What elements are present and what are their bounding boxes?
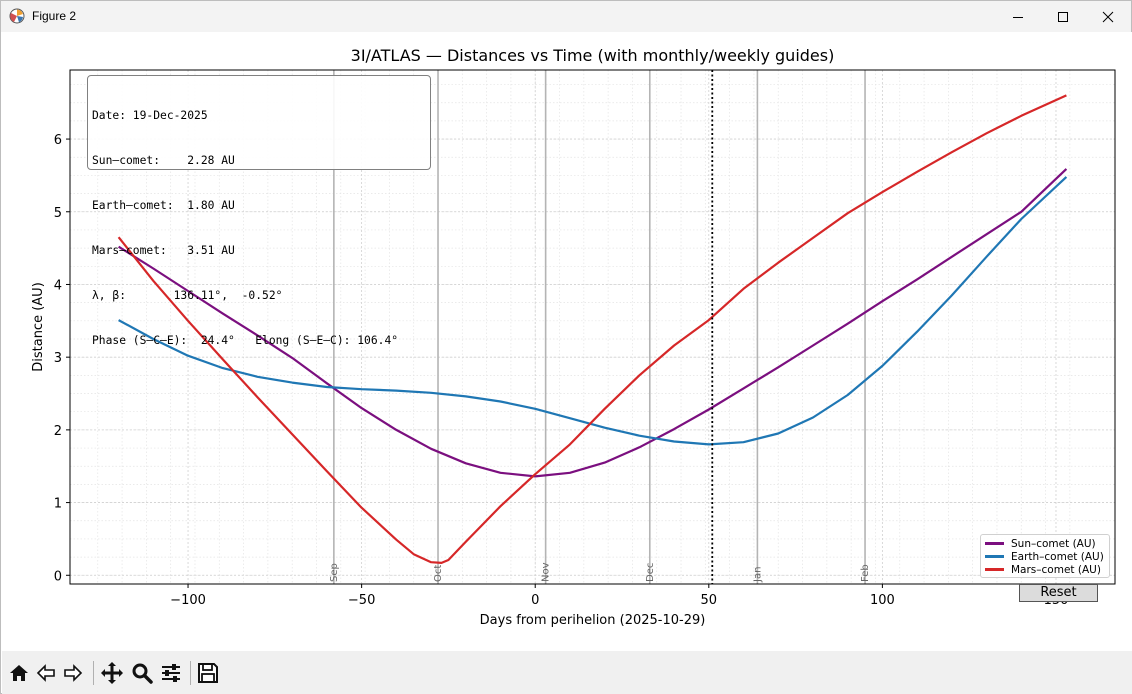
info-sun-comet: Sun–comet: 2.28 AU: [92, 154, 235, 167]
chart-svg: 3I/ATLAS — Distances vs Time (with month…: [31, 46, 1116, 628]
legend-item-earth: Earth–comet (AU): [985, 550, 1105, 563]
y-tick-label: 1: [54, 497, 62, 512]
x-axis-label: Days from perihelion (2025-10-29): [480, 613, 706, 628]
x-tick-label: 50: [701, 593, 718, 608]
y-tick-label: 4: [54, 278, 62, 293]
y-tick-label: 5: [54, 206, 62, 221]
info-mars-comet: Mars–comet: 3.51 AU: [92, 244, 235, 257]
title-bar: Figure 2: [1, 1, 1131, 32]
month-guide-label: Feb: [860, 564, 871, 582]
zoom-button[interactable]: [128, 659, 156, 687]
close-button[interactable]: [1085, 1, 1131, 32]
month-guide-label: Sep: [329, 563, 340, 582]
month-guide-label: Dec: [645, 563, 656, 582]
matplotlib-logo-icon: [9, 8, 25, 24]
info-earth-comet: Earth–comet: 1.80 AU: [92, 199, 235, 212]
y-axis-label: Distance (AU): [31, 282, 46, 372]
legend-swatch-sun: [985, 542, 1004, 545]
forward-button[interactable]: [59, 659, 87, 687]
configure-icon: [162, 664, 180, 682]
minimize-button[interactable]: [995, 1, 1041, 32]
back-button[interactable]: [32, 659, 60, 687]
forward-icon: [64, 664, 83, 682]
month-guide-label: Jan: [752, 567, 763, 583]
configure-button[interactable]: [157, 659, 185, 687]
legend-label-sun: Sun–comet (AU): [1011, 537, 1096, 550]
x-tick-label: −50: [348, 593, 375, 608]
close-icon: [1102, 11, 1114, 22]
legend-item-sun: Sun–comet (AU): [985, 537, 1105, 550]
maximize-button[interactable]: [1040, 1, 1086, 32]
y-tick-label: 3: [54, 351, 62, 366]
chart-title: 3I/ATLAS — Distances vs Time (with month…: [351, 46, 835, 65]
x-tick-label: 0: [531, 593, 539, 608]
legend-swatch-mars: [985, 568, 1004, 571]
axes-frame: [69, 69, 1116, 585]
pan-button[interactable]: [98, 659, 126, 687]
zoom-icon: [132, 663, 153, 684]
window-title: Figure 2: [32, 9, 77, 23]
y-tick-label: 2: [54, 424, 62, 439]
maximize-icon: [1058, 11, 1068, 22]
info-lambda-beta: λ, β: 136.11°, -0.52°: [92, 289, 283, 302]
toolbar-separator: [190, 661, 191, 685]
x-tick-label: −100: [170, 593, 206, 608]
minimize-icon: [1013, 16, 1023, 18]
save-button[interactable]: [194, 659, 222, 687]
info-box: Date: 19-Dec-2025 Sun–comet: 2.28 AU Ear…: [87, 75, 431, 347]
month-guide-label: Oct: [433, 565, 444, 582]
info-date: Date: 19-Dec-2025: [92, 109, 208, 122]
legend-item-mars: Mars–comet (AU): [985, 563, 1105, 576]
series-line-earth-comet: [118, 176, 1068, 446]
home-button[interactable]: [5, 659, 33, 687]
legend-label-earth: Earth–comet (AU): [1011, 550, 1104, 563]
legend: Sun–comet (AU) Earth–comet (AU) Mars–com…: [980, 534, 1110, 578]
info-phase-elong: Phase (S–C–E): 24.4° Elong (S–E–C): 106.…: [92, 334, 399, 347]
legend-label-mars: Mars–comet (AU): [1011, 563, 1101, 576]
back-icon: [36, 664, 55, 682]
home-icon: [10, 665, 28, 681]
y-tick-label: 0: [54, 569, 62, 584]
x-tick-label: 100: [870, 593, 895, 608]
month-guide-label: Nov: [541, 562, 552, 582]
legend-swatch-earth: [985, 555, 1004, 558]
toolbar-separator: [93, 661, 94, 685]
save-icon: [198, 663, 218, 683]
pan-icon: [101, 662, 123, 684]
series-line-mars-comet: [117, 94, 1067, 565]
reset-button[interactable]: Reset: [1019, 584, 1098, 602]
navigation-toolbar: [2, 651, 1132, 694]
y-tick-label: 6: [54, 133, 62, 148]
series-line-sun-comet: [118, 168, 1068, 478]
